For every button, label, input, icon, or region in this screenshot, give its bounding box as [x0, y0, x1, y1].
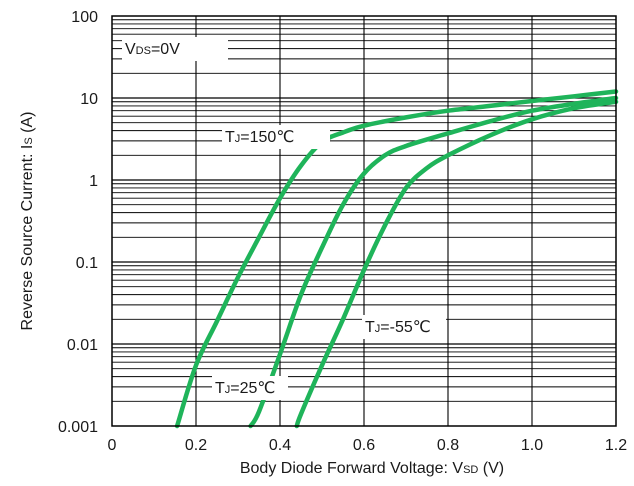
condition-label-rest: =0V	[151, 41, 180, 58]
series-label-minus55c-text: TJ=-55℃	[365, 319, 431, 336]
y-tick-label: 10	[80, 91, 98, 108]
condition-label-text: VDS=0V	[125, 41, 180, 58]
series-line	[248, 95, 619, 429]
series-label-150c-rest: =150℃	[240, 129, 294, 146]
series-layer	[174, 89, 619, 429]
series-label-150c: TJ=150℃	[222, 125, 330, 149]
x-tick-label: 0.6	[353, 437, 375, 454]
x-tick-label: 1.0	[521, 437, 543, 454]
series-label-25c-subscript: J	[225, 384, 231, 396]
series-line	[294, 99, 619, 429]
series-label-minus55c-rest: =-55℃	[380, 319, 430, 336]
series-label-25c-main: T	[215, 380, 225, 397]
series-label-25c: TJ=25℃	[212, 376, 288, 400]
series-line	[174, 89, 619, 429]
y-tick-label: 100	[71, 9, 98, 26]
series-label-150c-main: T	[225, 129, 235, 146]
x-axis-title: Body Diode Forward Voltage: VSD (V)	[240, 460, 504, 477]
series-label-150c-text: TJ=150℃	[225, 129, 294, 146]
y-tick-label: 0.001	[58, 419, 98, 436]
tick-labels: 0 0.2 0.4 0.6 0.8 1.0 1.2 0.001 0.01 0.1 1 10 100	[58, 9, 627, 454]
x-tick-label: 0.2	[185, 437, 207, 454]
series-label-minus55c-box	[362, 315, 446, 339]
condition-label-box	[122, 37, 228, 61]
series-label-25c-rest: =25℃	[230, 380, 275, 397]
condition-label: VDS=0V	[122, 37, 228, 61]
y-tick-label: 0.1	[76, 255, 98, 272]
x-tick-label: 0.8	[437, 437, 459, 454]
series-label-25c-text: TJ=25℃	[215, 380, 275, 397]
y-tick-label: 1	[89, 173, 98, 190]
series-label-150c-subscript: J	[235, 133, 241, 145]
series-label-minus55c-main: T	[365, 319, 375, 336]
plot-frame	[111, 15, 617, 427]
x-tick-label: 0.4	[269, 437, 291, 454]
x-tick-label: 1.2	[605, 437, 627, 454]
condition-label-subscript: DS	[136, 45, 151, 57]
series-label-minus55c-subscript: J	[375, 323, 381, 335]
x-tick-label: 0	[108, 437, 117, 454]
series-label-minus55c: TJ=-55℃	[362, 315, 446, 339]
series-label-25c-box	[212, 376, 288, 400]
x-axis-title-subscript: SD	[463, 464, 478, 476]
series-label-150c-box	[222, 125, 330, 149]
y-axis-title: Reverse Source Current: IS (A)	[19, 112, 36, 331]
y-tick-label: 0.01	[67, 337, 98, 354]
condition-label-main: V	[125, 41, 136, 58]
y-axis-title-subscript: S	[23, 137, 35, 144]
